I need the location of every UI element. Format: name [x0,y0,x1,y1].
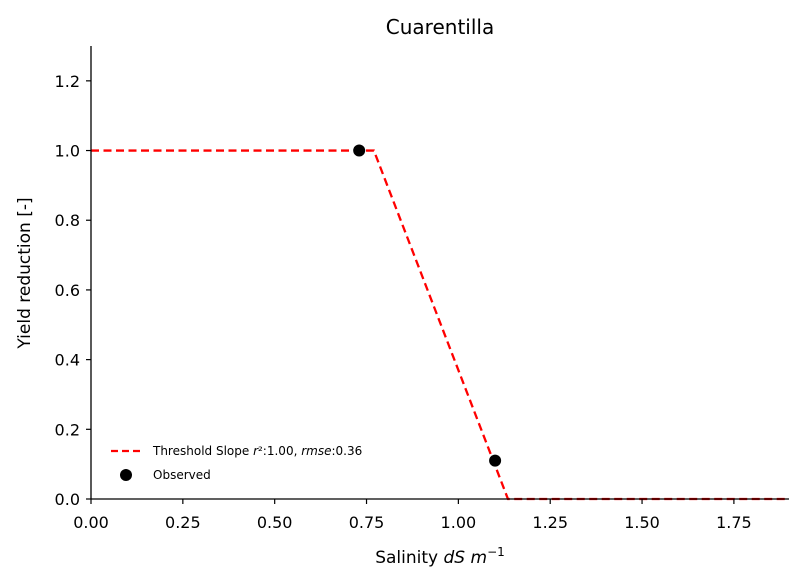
y-tick-label: 0.6 [55,281,80,300]
x-tick-label: 0.00 [73,513,109,532]
x-tick-label: 1.50 [624,513,660,532]
x-tick-label: 0.50 [257,513,293,532]
threshold-slope-line [91,149,789,501]
x-axis-label: Salinity dS m−1 [375,545,505,568]
x-tick-label: 0.25 [165,513,201,532]
legend-marker-observed [120,469,132,481]
y-tick-label: 0.8 [55,211,80,230]
observed-point [353,144,366,157]
legend: Threshold Slope r²:1.00, rmse:0.36 Obser… [111,444,362,482]
y-tick-label: 0.2 [55,420,80,439]
y-axis-label: Yield reduction [-] [15,197,35,349]
y-axis: 0.0 0.2 0.4 0.6 0.8 1.0 1.2 [55,46,92,509]
y-tick-label: 1.0 [55,142,80,161]
observed-point [489,454,502,467]
y-tick-label: 0.4 [55,351,80,370]
plot-area [91,144,789,501]
legend-label-observed: Observed [153,468,211,482]
y-tick-label: 1.2 [55,72,80,91]
x-tick-label: 0.75 [349,513,385,532]
x-tick-label: 1.75 [716,513,752,532]
y-tick-label: 0.0 [55,490,80,509]
legend-label-threshold-slope: Threshold Slope r²:1.00, rmse:0.36 [152,444,362,458]
x-tick-label: 1.25 [532,513,568,532]
chart-title: Cuarentilla [386,15,494,39]
x-tick-label: 1.00 [441,513,477,532]
x-axis: 0.00 0.25 0.50 0.75 1.00 1.25 1.50 1.75 [73,498,789,532]
